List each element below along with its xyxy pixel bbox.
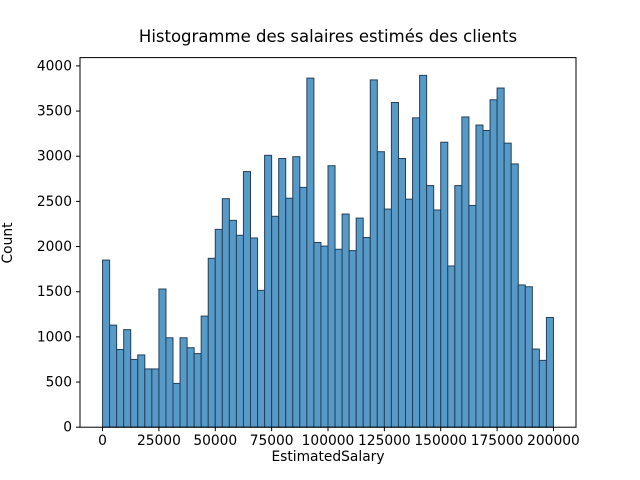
y-tick-label: 2000	[37, 239, 72, 255]
x-tick-label: 125000	[358, 433, 411, 449]
histogram-bar	[221, 198, 230, 428]
histogram-bar	[531, 348, 540, 428]
histogram-bar	[405, 198, 414, 428]
x-tick-label: 200000	[527, 433, 580, 449]
histogram-bar	[369, 79, 378, 428]
histogram-bar	[503, 142, 512, 428]
histogram-bar	[158, 288, 167, 428]
histogram-bar	[475, 124, 484, 428]
histogram-bar	[137, 354, 146, 428]
y-tick-label: 3500	[37, 104, 72, 120]
y-tick-label: 4000	[37, 58, 72, 74]
histogram-bar	[172, 382, 181, 428]
histogram-bar	[440, 141, 449, 428]
histogram-bar	[334, 248, 343, 428]
histogram-bar	[376, 151, 385, 428]
y-tick-label: 3000	[37, 149, 72, 165]
histogram-bar	[447, 265, 456, 428]
histogram-bar	[228, 219, 237, 428]
x-tick-label: 50000	[193, 433, 237, 449]
histogram-bar	[327, 165, 336, 428]
histogram-bar	[242, 171, 251, 428]
histogram-bar	[517, 284, 526, 428]
histogram-bar	[545, 316, 554, 428]
x-tick-label: 175000	[471, 433, 524, 449]
y-tick-label: 500	[46, 375, 72, 391]
histogram-bar	[257, 289, 266, 428]
histogram-bar	[482, 129, 491, 428]
histogram-bar	[433, 209, 442, 428]
x-axis-label: EstimatedSalary	[271, 449, 385, 465]
x-tick-label: 75000	[250, 433, 294, 449]
histogram-bar	[419, 74, 428, 428]
histogram-bar	[426, 185, 435, 428]
histogram-bar	[510, 163, 519, 428]
histogram-bar	[390, 101, 399, 428]
histogram-bar	[285, 197, 294, 428]
histogram-bar	[412, 117, 421, 428]
histogram-bar	[348, 250, 357, 428]
histogram-bar	[313, 241, 322, 428]
histogram-bar	[109, 324, 118, 428]
histogram-bar	[320, 245, 329, 428]
histogram-bar	[524, 286, 533, 428]
y-tick-label: 1000	[37, 329, 72, 345]
histogram-bar	[355, 217, 364, 428]
y-tick-label: 2500	[37, 194, 72, 210]
histogram-bar	[299, 186, 308, 428]
histogram-bar	[383, 208, 392, 428]
histogram-bar	[151, 368, 160, 428]
histogram-bar	[214, 228, 223, 428]
histogram-bar	[200, 315, 209, 428]
histogram-bar	[397, 157, 407, 428]
y-tick-label: 0	[63, 420, 72, 436]
histogram-bar	[123, 329, 132, 428]
histogram-bar	[278, 157, 287, 428]
histogram-bar	[489, 99, 498, 428]
histogram-bar	[468, 204, 477, 428]
histogram-bar	[186, 347, 195, 428]
histogram-bar	[207, 257, 216, 428]
x-tick-label: 0	[98, 433, 107, 449]
histogram-bar	[461, 116, 470, 428]
histogram-bar	[235, 234, 244, 428]
histogram-bar	[496, 87, 505, 428]
histogram-bar	[144, 368, 153, 428]
x-tick-label: 150000	[414, 433, 467, 449]
histogram-bar	[179, 337, 188, 428]
histogram-bar	[538, 359, 547, 428]
histogram-bar	[165, 337, 174, 428]
x-tick-label: 25000	[137, 433, 181, 449]
histogram-bar	[102, 259, 111, 428]
x-tick-label: 100000	[302, 433, 355, 449]
histogram-bar	[250, 237, 259, 428]
histogram-bar	[454, 185, 463, 428]
histogram-bar	[130, 358, 139, 428]
histogram-bar	[292, 156, 301, 428]
histogram-bar	[264, 154, 273, 428]
y-tick-label: 1500	[37, 284, 72, 300]
chart-title: Histogramme des salaires estimés des cli…	[138, 27, 518, 46]
histogram-bar	[271, 215, 280, 428]
histogram-bar	[193, 353, 202, 428]
histogram-bar	[341, 213, 350, 428]
histogram-bar	[306, 77, 315, 428]
histogram-bar	[116, 349, 125, 428]
histogram-bar	[362, 237, 371, 428]
